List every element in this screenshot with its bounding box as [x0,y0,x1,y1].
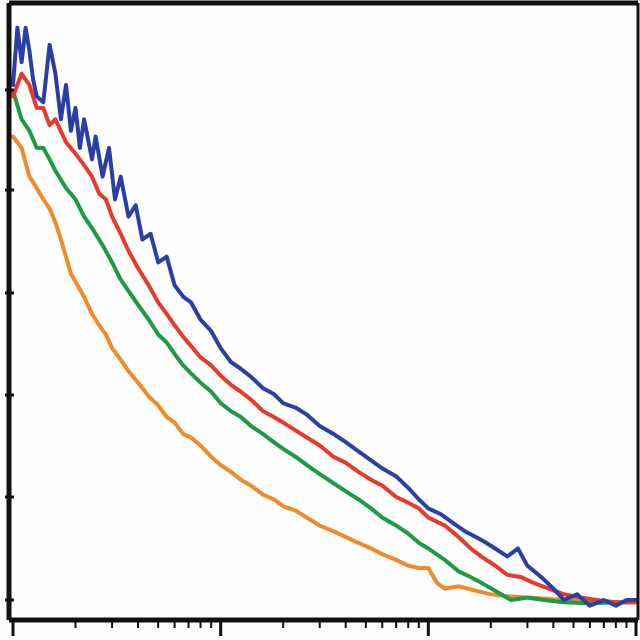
series-layer [11,25,638,608]
series-line-blue [11,25,638,608]
series-line-green [11,88,638,606]
axis-layer [5,0,640,636]
series-line-red [11,71,638,605]
series-line-orange [11,134,638,605]
